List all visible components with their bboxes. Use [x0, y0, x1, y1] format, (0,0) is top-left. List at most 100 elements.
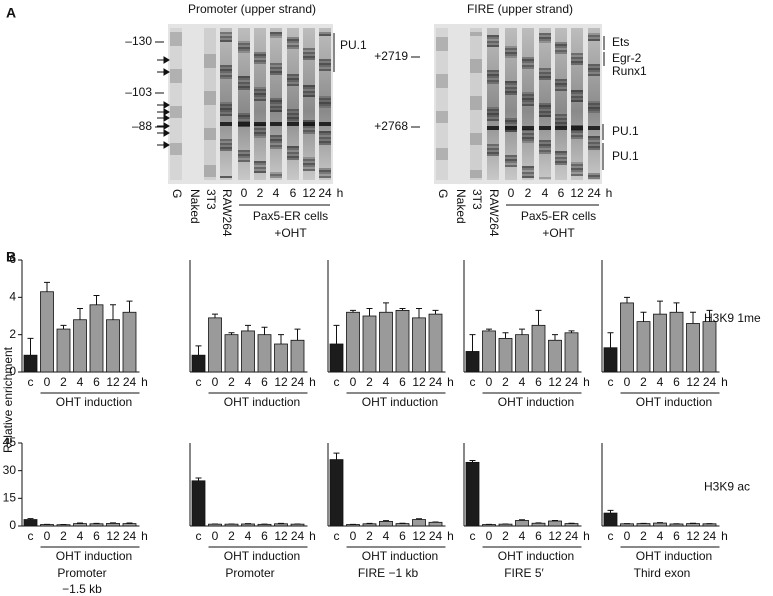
x-tick-label: 2: [60, 375, 67, 389]
gel-band: [220, 176, 232, 178]
gel-band: [470, 96, 482, 98]
gel-band: [303, 54, 315, 56]
gel-band: [303, 91, 315, 93]
gel-band: [505, 157, 517, 159]
gel-marker: –130: [125, 34, 152, 48]
bar: [191, 480, 206, 527]
gel-band: [254, 62, 266, 64]
x-tick-label: 12: [106, 375, 120, 389]
bar: [106, 523, 120, 527]
gel-band: [254, 95, 266, 97]
gel-band: [505, 155, 517, 157]
gel-band: [287, 37, 299, 39]
error-bar: [399, 308, 406, 311]
gel-band: [170, 116, 182, 118]
gel-band: [254, 89, 266, 91]
y-tick-label: 45: [3, 435, 17, 449]
gel-band: [487, 146, 499, 148]
gel-band: [588, 109, 600, 111]
gel-band: [204, 60, 216, 62]
bar: [482, 330, 496, 373]
gel-band: [571, 164, 583, 166]
gel-band: [539, 113, 551, 115]
x-tick-label: 0: [350, 375, 357, 389]
gel-band: [220, 65, 232, 67]
x-tick-label: 6: [535, 529, 542, 543]
gel-band: [571, 133, 583, 135]
lane-label: 24: [318, 186, 332, 200]
x-tick-label: 24: [703, 375, 717, 389]
gel-lane: [170, 28, 182, 180]
gel-band: [539, 107, 551, 109]
gel-lane: [436, 28, 448, 180]
bar: [379, 311, 393, 373]
gel-band: [220, 145, 232, 147]
error-bar: [333, 324, 340, 344]
gel-band: [522, 92, 534, 94]
group-label: +OHT: [542, 226, 575, 240]
gel-band: [487, 43, 499, 45]
gel-band: [254, 169, 266, 171]
gel-band: [204, 54, 216, 56]
gel-band: [522, 102, 534, 104]
gel-band: [539, 142, 551, 144]
gel-band: [220, 36, 232, 38]
gel-band: [303, 132, 315, 134]
gel-band: [505, 81, 517, 83]
gel-band: [319, 61, 331, 63]
lane-label: 24: [587, 186, 601, 200]
gel-band: [470, 176, 482, 178]
gel-band: [238, 117, 250, 119]
gel-band: [539, 177, 551, 179]
bar: [89, 523, 104, 527]
gel-band: [571, 61, 583, 63]
gel-band: [220, 108, 232, 110]
gel-lane: [487, 28, 499, 180]
x-tick-label: 4: [519, 529, 526, 543]
gel-band: [555, 48, 567, 50]
x-tick-label: 24: [565, 375, 579, 389]
gel-band: [436, 152, 448, 154]
gel-band: [522, 170, 534, 172]
x-tick-label: 2: [640, 375, 647, 389]
gel-band: [470, 65, 482, 67]
x-tick-label: 24: [291, 529, 305, 543]
gel-band: [303, 169, 315, 171]
gel-band: [522, 59, 534, 61]
gel-band: [220, 141, 232, 143]
gel-band: [588, 105, 600, 107]
x-tick-label: 6: [673, 375, 680, 389]
gel-band: [303, 85, 315, 87]
x-tick-label: c: [608, 529, 614, 543]
gel-band: [287, 154, 299, 156]
x-tick-label: 2: [640, 529, 647, 543]
x-axis-label: OHT induction: [224, 395, 300, 409]
gel-band: [220, 110, 232, 112]
x-tick-label: 2: [366, 529, 373, 543]
gel-band: [204, 165, 216, 167]
gel-band: [571, 131, 583, 133]
gel-band: [287, 152, 299, 154]
gel-band: [204, 99, 216, 101]
x-axis-label: OHT induction: [636, 549, 712, 563]
bar: [498, 337, 513, 373]
gel-band: [505, 159, 517, 161]
gel-band: [555, 114, 567, 116]
gel-band: [254, 136, 266, 138]
y-tick-label: 15: [3, 491, 17, 505]
gel-band: [571, 94, 583, 96]
gel-band: [254, 58, 266, 60]
gel-band: [170, 40, 182, 42]
annotation: PU.1: [612, 124, 639, 138]
error-bar: [44, 281, 50, 292]
gel-lane: [287, 28, 299, 180]
bar: [620, 523, 634, 527]
gel-band: [588, 148, 600, 150]
gel-band: [539, 140, 551, 142]
gel-band: [571, 172, 583, 174]
lane-label: RAW264: [220, 189, 234, 237]
gel-band: [571, 170, 583, 172]
gel-band: [170, 147, 182, 149]
gel-band: [170, 114, 182, 116]
bar: [362, 523, 377, 527]
